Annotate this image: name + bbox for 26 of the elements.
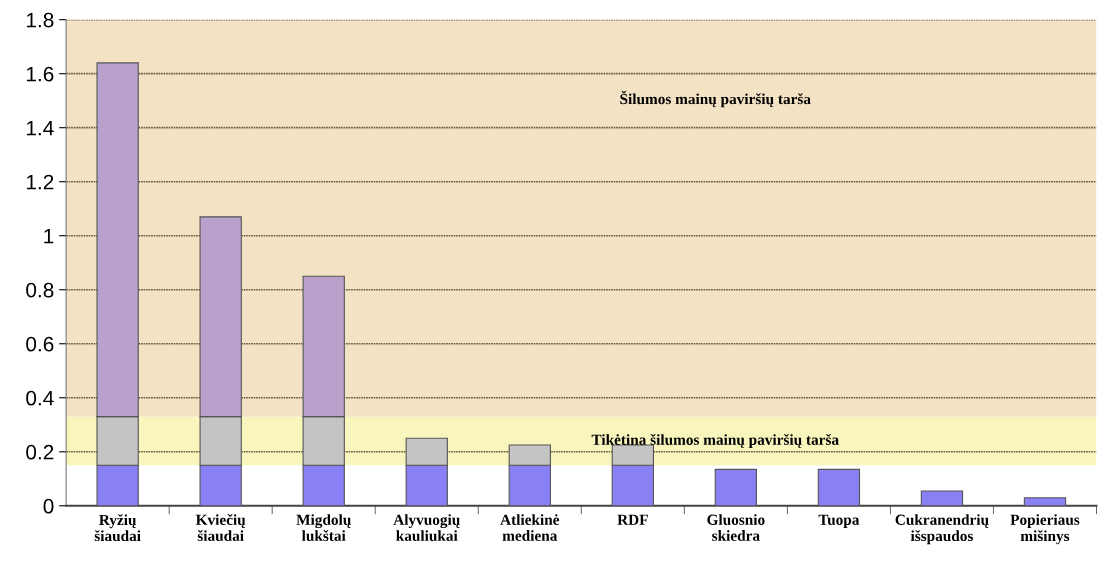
x-tick-label: Migdolų lukštai <box>296 514 351 542</box>
y-tick-label: 1.4 <box>26 120 54 136</box>
x-tick-label: Gluosnio skiedra <box>707 514 765 541</box>
y-tick-label: 0.2 <box>26 444 54 460</box>
bar <box>920 490 964 506</box>
y-tick-label: 0.4 <box>26 390 54 406</box>
x-tick-label: Kviečių šiaudai <box>195 514 246 542</box>
bar <box>714 468 758 506</box>
x-tick-label: RDF <box>617 514 648 525</box>
band-label: Šilumos mainų paviršių tarša <box>620 90 811 108</box>
x-tick-label: Ryžių šiaudai <box>94 514 141 542</box>
y-tick-label: 0.6 <box>26 336 54 352</box>
x-tick-label: Atliekinė mediena <box>500 514 560 541</box>
y-tick-label: 1.8 <box>26 12 54 28</box>
y-tick-label: 1.6 <box>26 66 54 82</box>
bar <box>817 468 861 506</box>
x-tick-label: Alyvuogių kauliukai <box>393 514 460 542</box>
x-tick-label: Tuopa <box>818 514 860 528</box>
y-tick-label: 1.2 <box>26 174 54 190</box>
y-tick-label: 0 <box>43 498 54 514</box>
x-tick-label: Cukranendrių išspaudos <box>895 514 989 545</box>
band-label: Tikėtina šilumos mainų paviršių tarša <box>591 433 839 448</box>
x-tick-label: Popieriaus mišinys <box>1010 514 1080 545</box>
y-tick-label: 0.8 <box>26 282 54 298</box>
bar <box>1023 497 1067 506</box>
y-tick-label: 1 <box>44 228 54 244</box>
